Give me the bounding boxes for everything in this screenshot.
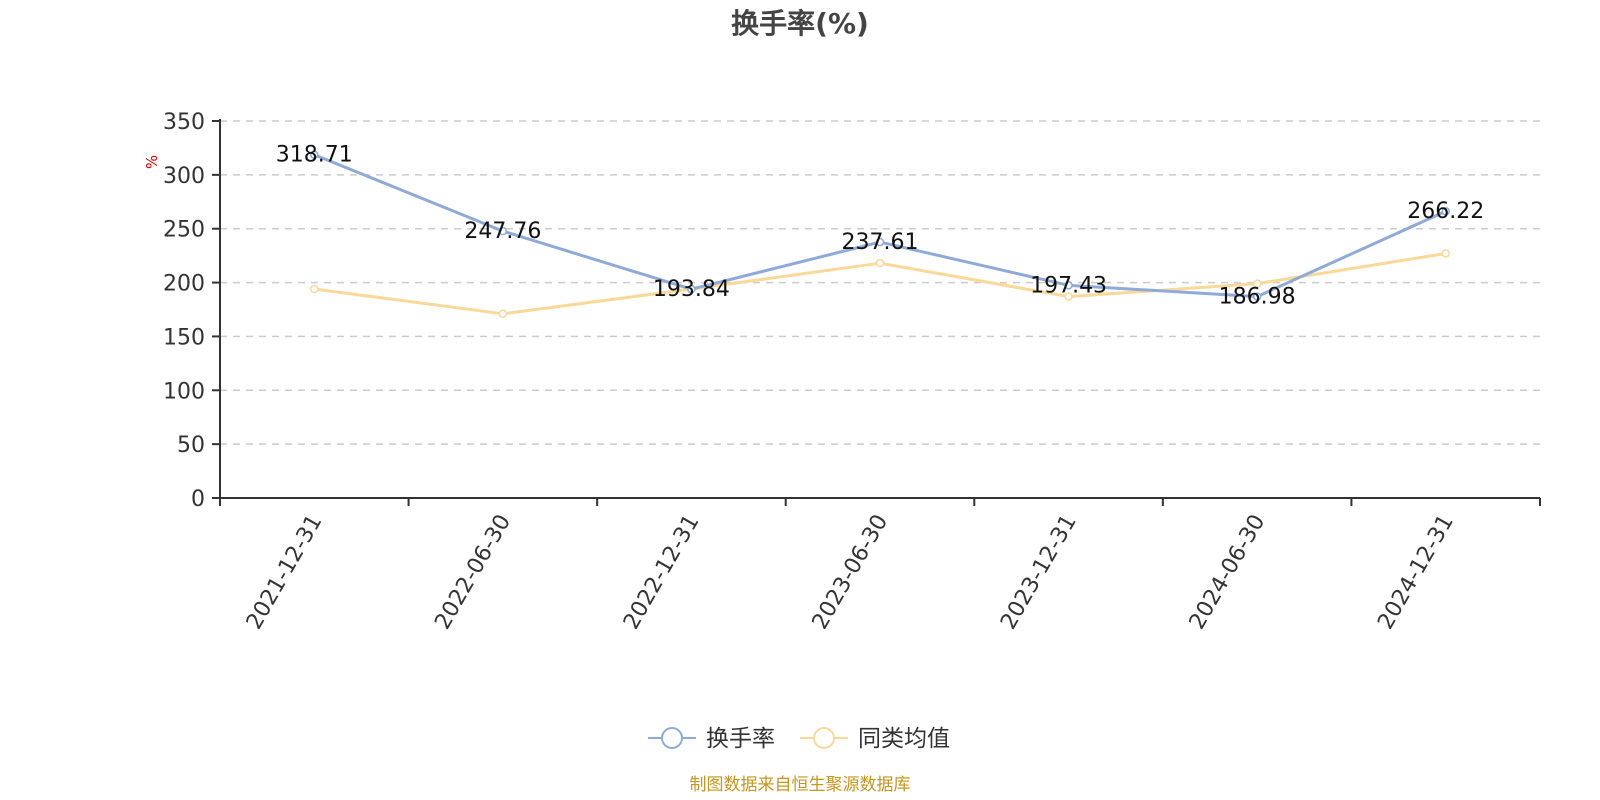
y-tick-label: 0	[191, 487, 205, 512]
y-tick-label: 250	[163, 218, 205, 243]
turnover-data-label: 266.22	[1407, 199, 1484, 224]
x-tick-label: 2024-12-31	[1373, 511, 1459, 634]
legend-label-peer-average: 同类均值	[858, 726, 950, 752]
turnover-data-label: 186.98	[1219, 285, 1296, 310]
turnover-point[interactable]	[875, 237, 885, 247]
legend-label-turnover: 换手率	[706, 726, 775, 752]
peer-average-point[interactable]	[1252, 279, 1262, 288]
x-tick-label: 2022-12-31	[619, 511, 705, 634]
y-tick-label: 350	[163, 110, 205, 135]
turnover-point[interactable]	[498, 226, 508, 236]
peer-average-point[interactable]	[1064, 292, 1073, 301]
legend-swatch-peer-average-marker	[813, 727, 835, 749]
chart-legend: 换手率 同类均值	[648, 726, 950, 752]
x-tick-label: 2023-12-31	[996, 511, 1082, 634]
series-lines	[310, 150, 1450, 319]
turnover-point[interactable]	[1441, 206, 1450, 216]
turnover-data-label: 193.84	[653, 277, 730, 302]
turnover-point[interactable]	[1064, 281, 1073, 290]
y-axis-unit-label: %	[143, 155, 161, 169]
y-tick-label: 200	[163, 272, 205, 297]
chart-title: 换手率(%)	[731, 7, 869, 40]
turnover-data-label: 318.71	[276, 143, 353, 168]
legend-item-turnover[interactable]: 换手率	[648, 726, 775, 752]
turnover-point[interactable]	[1252, 292, 1262, 301]
data-labels: 318.71 247.76 193.84 237.61 197.43 186.98 266.…	[276, 143, 1484, 310]
x-tick-label: 2021-12-31	[242, 511, 328, 634]
legend-item-peer-average[interactable]: 同类均值	[800, 726, 950, 752]
grid-lines	[220, 120, 1540, 445]
axes: 0 50 100 150 200 250 300 350 2021-12-31 2022-06-3…	[163, 110, 1541, 634]
x-tick-label: 2023-06-30	[808, 511, 894, 634]
turnover-data-label: 247.76	[464, 219, 541, 244]
y-tick-label: 100	[163, 379, 205, 404]
turnover-point[interactable]	[687, 284, 696, 294]
x-tick-label: 2024-06-30	[1185, 511, 1271, 634]
turnover-data-label: 197.43	[1030, 273, 1107, 298]
x-tick-label: 2022-06-30	[430, 511, 516, 634]
y-tick-label: 50	[177, 433, 205, 458]
data-source-note: 制图数据来自恒生聚源数据库	[690, 775, 911, 795]
turnover-point[interactable]	[310, 150, 319, 159]
turnover-data-label: 237.61	[842, 230, 919, 255]
peer-average-point[interactable]	[1441, 249, 1450, 258]
legend-swatch-turnover-marker	[661, 727, 683, 749]
y-tick-label: 300	[163, 164, 205, 189]
y-tick-label: 150	[163, 325, 205, 350]
peer-average-point[interactable]	[875, 258, 885, 268]
peer-average-point[interactable]	[498, 309, 508, 319]
peer-average-point[interactable]	[310, 284, 319, 294]
